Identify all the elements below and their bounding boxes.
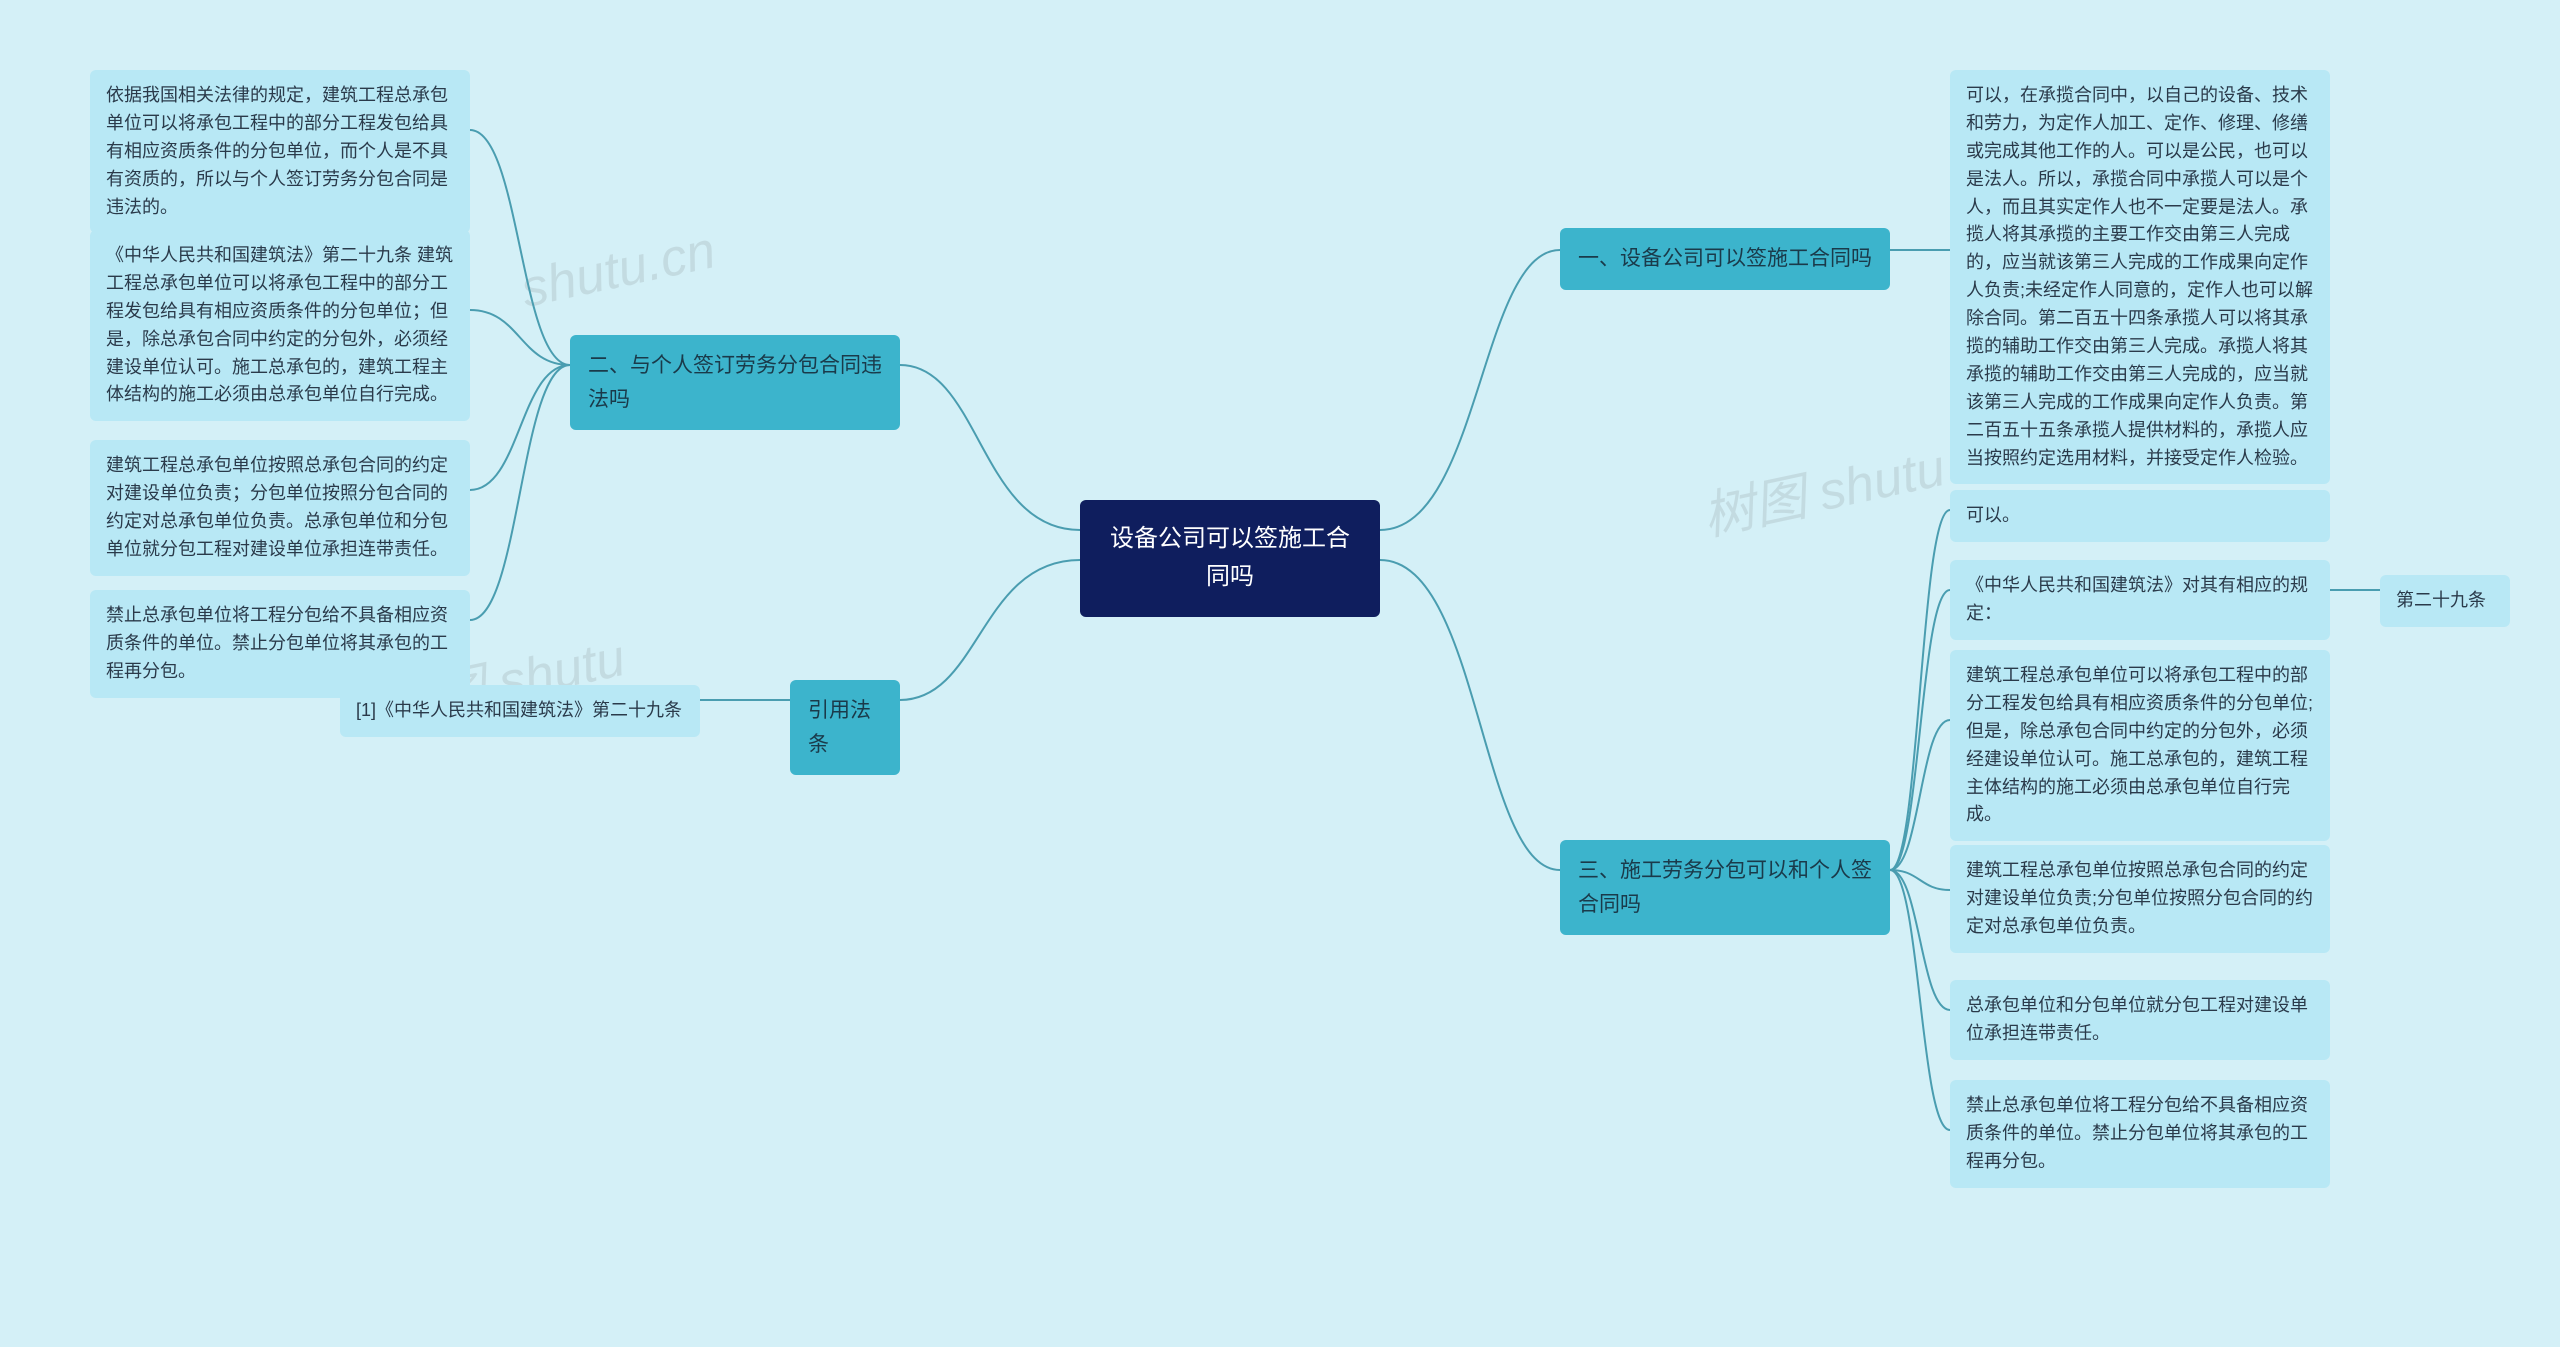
branch-node-3: 三、施工劳务分包可以和个人签合同吗 bbox=[1560, 840, 1890, 935]
watermark-text: 树图 shutu bbox=[1695, 425, 1951, 549]
branch-node-2: 二、与个人签订劳务分包合同违法吗 bbox=[570, 335, 900, 430]
root-node: 设备公司可以签施工合同吗 bbox=[1080, 500, 1380, 617]
branch-node-1: 一、设备公司可以签施工合同吗 bbox=[1560, 228, 1890, 290]
leaf-node: 建筑工程总承包单位按照总承包合同的约定对建设单位负责;分包单位按照分包合同的约定… bbox=[1950, 845, 2330, 953]
leaf-node: 《中华人民共和国建筑法》第二十九条 建筑工程总承包单位可以将承包工程中的部分工程… bbox=[90, 230, 470, 421]
leaf-node: [1]《中华人民共和国建筑法》第二十九条 bbox=[340, 685, 700, 737]
branch-node-4: 引用法条 bbox=[790, 680, 900, 775]
leaf-node: 禁止总承包单位将工程分包给不具备相应资质条件的单位。禁止分包单位将其承包的工程再… bbox=[90, 590, 470, 698]
leaf-node: 总承包单位和分包单位就分包工程对建设单位承担连带责任。 bbox=[1950, 980, 2330, 1060]
leaf-node: 《中华人民共和国建筑法》对其有相应的规定： bbox=[1950, 560, 2330, 640]
leaf-node: 依据我国相关法律的规定，建筑工程总承包单位可以将承包工程中的部分工程发包给具有相… bbox=[90, 70, 470, 233]
leaf-node: 建筑工程总承包单位按照总承包合同的约定对建设单位负责；分包单位按照分包合同的约定… bbox=[90, 440, 470, 576]
leaf-node: 建筑工程总承包单位可以将承包工程中的部分工程发包给具有相应资质条件的分包单位;但… bbox=[1950, 650, 2330, 841]
leaf-node: 可以。 bbox=[1950, 490, 2330, 542]
watermark-text: shutu.cn bbox=[516, 220, 721, 320]
leaf-node: 禁止总承包单位将工程分包给不具备相应资质条件的单位。禁止分包单位将其承包的工程再… bbox=[1950, 1080, 2330, 1188]
leaf-node: 第二十九条 bbox=[2380, 575, 2510, 627]
leaf-node: 可以，在承揽合同中，以自己的设备、技术和劳力，为定作人加工、定作、修理、修缮或完… bbox=[1950, 70, 2330, 484]
